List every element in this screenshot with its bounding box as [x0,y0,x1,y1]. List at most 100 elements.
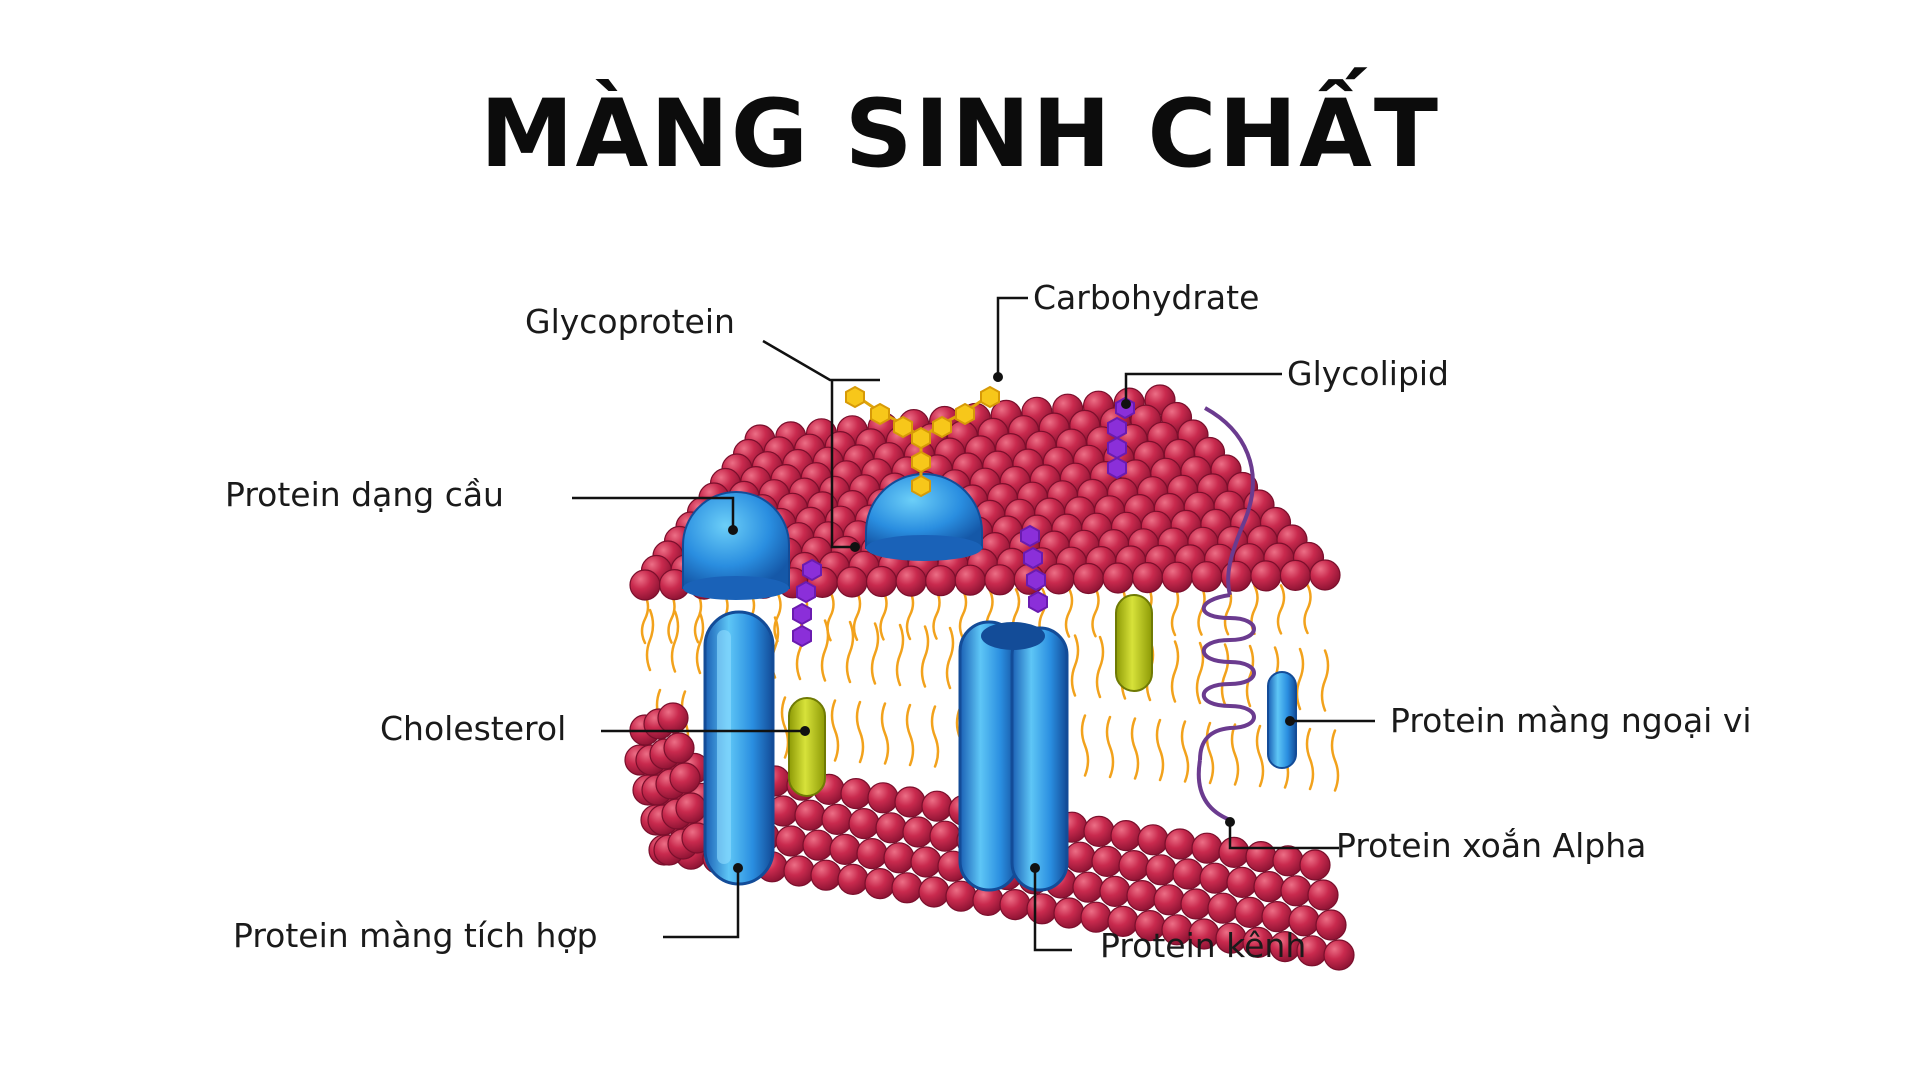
phospholipid-head [657,702,689,734]
phospholipid-head [999,888,1031,921]
phospholipid-head [1164,828,1196,860]
lipid-tail [670,610,680,673]
phospholipid-head [1250,560,1282,592]
phospholipid-head [1207,892,1239,924]
phospholipid-head [1272,845,1304,877]
phospholipid-head [1053,897,1085,929]
lipid-tail [1180,720,1190,783]
leader-channel-protein [1033,868,1072,952]
phospholipid-head [1172,858,1204,890]
lipid-tail [830,699,840,762]
phospholipid-head [1309,559,1341,591]
lipid-tail [905,703,915,767]
phospholipid-head [663,732,695,764]
phospholipid-head [1091,845,1123,878]
phospholipid-head [836,566,868,598]
cholesterol-right [1115,594,1153,692]
phospholipid-head [1245,840,1277,873]
phospholipid-head [1145,854,1177,886]
lipid-tail [932,589,941,640]
lipid-tail [879,590,888,641]
phospholipid-head [929,820,961,852]
alpha-helix-protein [1196,406,1256,822]
lipid-tail [1230,723,1240,786]
phospholipid-head [829,833,861,866]
label-channel-protein: Protein kênh [1100,926,1306,965]
lipid-tail [1305,727,1315,791]
lipid-tail [895,623,905,687]
lipid-tail [870,622,880,685]
lipid-tail [1170,585,1180,637]
lipid-tail [1155,718,1165,782]
lipid-tail [930,705,940,768]
phospholipid-head [954,564,986,596]
phospholipid-head [984,564,1016,596]
phospholipid-head [865,565,898,598]
phospholipid-head [921,790,953,822]
phospholipid-head [1161,561,1193,593]
globular-protein-left [682,491,790,600]
lipid-tail [1095,635,1105,699]
lipid-tail [820,619,830,682]
phospholipid-head [1102,562,1134,594]
leader-integral-protein [663,868,740,939]
lipid-tail [773,591,782,643]
phospholipid-head [1043,563,1075,595]
phospholipid-head [1026,893,1058,925]
phospholipid-head [669,762,701,794]
phospholipid-head [629,569,661,601]
phospholipid-head [1099,875,1131,908]
carbohydrate-chain [845,385,1000,498]
phospholipid-head [675,792,707,824]
lipid-tail [1320,649,1330,712]
phospholipid-head [1137,824,1169,856]
phospholipid-head [918,876,950,908]
lipid-tail [880,702,890,765]
label-globular-protein: Protein dạng cầu [225,475,504,514]
lipid-tail [905,589,915,641]
phospholipid-head [867,782,899,814]
phospholipid-head [1199,862,1231,894]
phospholipid-head [794,799,826,831]
phospholipid-head [1218,836,1250,869]
phospholipid-head [1279,559,1312,592]
lipid-tail [1255,724,1265,788]
phospholipid-head [1180,888,1212,920]
phospholipid-head [1191,561,1223,593]
phospholipid-head [1153,884,1185,916]
label-carbohydrate: Carbohydrate [1033,278,1259,317]
lipid-tail [1295,647,1305,711]
lipid-tail [667,593,676,644]
lipid-tail [1220,643,1230,706]
phospholipid-head [864,867,896,900]
phospholipid-head [1253,870,1285,903]
leader-carbohydrate [996,296,1028,377]
phospholipid-head [821,803,853,836]
phospholipid-head [1126,879,1158,912]
leader-lines [572,296,1375,952]
lipid-tail [945,626,955,690]
lipid-tail [845,620,855,684]
phospholipid-head [840,777,872,810]
phospholipid-head [1064,841,1096,873]
phospholipid-head [1234,896,1266,929]
phospholipid-head [1315,909,1347,941]
page-title: MÀNG SINH CHẤT [479,80,1441,189]
phospholipid-head [1323,939,1355,971]
globular-protein-right [865,473,983,561]
lipid-tail [645,608,655,672]
lipid-tail [640,593,650,645]
phospholipid-head [883,842,915,874]
label-glycolipid: Glycolipid [1287,354,1449,393]
phospholipid-head [775,825,807,857]
phospholipid-head [1226,866,1258,899]
label-glycoprotein: Glycoprotein [525,302,735,341]
label-alpha-helix-protein: Protein xoắn Alpha [1336,826,1646,865]
leader-dots [728,372,1295,873]
channel-protein [958,620,1069,892]
phospholipid-head [895,565,927,597]
phospholipid-head [910,846,942,878]
phospholipid-head [856,837,888,870]
label-peripheral-protein: Protein màng ngoại vi [1390,701,1752,740]
